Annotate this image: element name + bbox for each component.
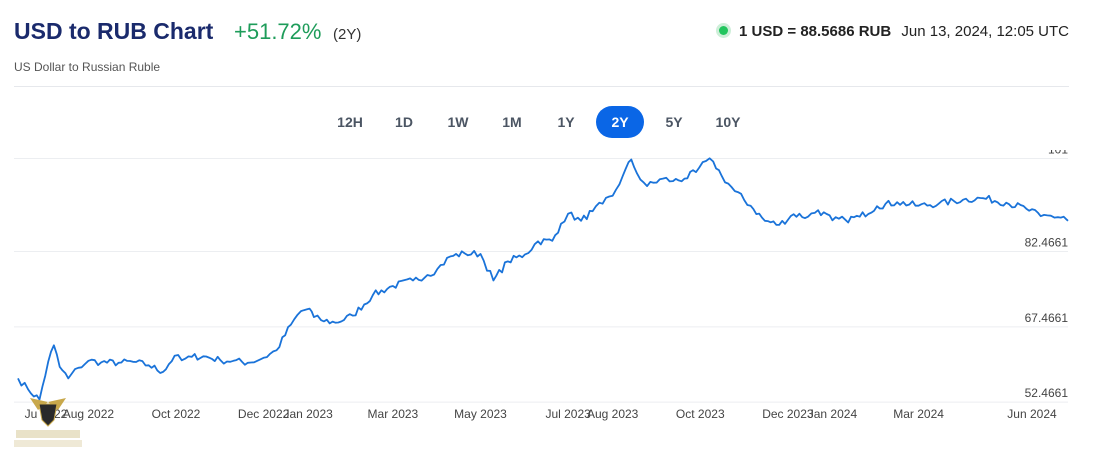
- rate-readout: 1 USD = 88.5686 RUB Jun 13, 2024, 12:05 …: [718, 23, 1069, 40]
- tab-5y[interactable]: 5Y: [665, 114, 683, 130]
- x-tick-label: Dec 2022: [238, 407, 290, 421]
- percent-change: +51.72%: [234, 19, 322, 44]
- subtitle: US Dollar to Russian Ruble: [14, 60, 161, 74]
- tab-1w[interactable]: 1W: [447, 114, 469, 130]
- x-tick-label: Dec 2023: [762, 407, 814, 421]
- x-tick-label: Jul 2023: [545, 407, 591, 421]
- tab-2y[interactable]: 2Y: [596, 106, 644, 138]
- forum-logo-icon: [14, 398, 82, 447]
- header-divider: [14, 86, 1069, 87]
- rate-value: 1 USD = 88.5686 RUB: [739, 23, 892, 40]
- period-tabs: 12H 1D 1W 1M 1Y 2Y 5Y 10Y: [326, 106, 758, 138]
- x-tick-label: Oct 2022: [152, 407, 201, 421]
- tab-1d[interactable]: 1D: [395, 114, 413, 130]
- x-tick-label: Jun 2024: [1007, 407, 1057, 421]
- tab-1y[interactable]: 1Y: [557, 114, 575, 130]
- x-tick-label: Oct 2023: [676, 407, 725, 421]
- y-axis-labels: 101 82.4661 67.4661 52.4661: [1025, 150, 1069, 400]
- y-tick-label: 67.4661: [1025, 311, 1069, 325]
- x-tick-label: Aug 2022: [63, 407, 115, 421]
- live-dot-icon: [718, 26, 728, 35]
- rate-timestamp: Jun 13, 2024, 12:05 UTC: [901, 23, 1069, 40]
- y-tick-label: 82.4661: [1025, 236, 1069, 250]
- page-title: USD to RUB Chart: [14, 18, 214, 44]
- x-tick-label: May 2023: [454, 407, 507, 421]
- tab-10y[interactable]: 10Y: [715, 114, 741, 130]
- period-label: (2Y): [333, 26, 362, 43]
- x-tick-label: Jan 2023: [283, 407, 333, 421]
- x-tick-label: Mar 2023: [368, 407, 419, 421]
- tab-12h[interactable]: 12H: [337, 114, 363, 130]
- y-tick-label: 101: [1048, 150, 1068, 157]
- y-tick-label: 52.4661: [1025, 386, 1069, 400]
- series-line-usd-rub: [17, 157, 1069, 401]
- x-tick-label: Mar 2024: [893, 407, 944, 421]
- x-tick-label: Jan 2024: [808, 407, 858, 421]
- x-tick-label: Aug 2023: [587, 407, 639, 421]
- chart-grid: [14, 158, 1068, 403]
- tab-1m[interactable]: 1M: [502, 114, 522, 130]
